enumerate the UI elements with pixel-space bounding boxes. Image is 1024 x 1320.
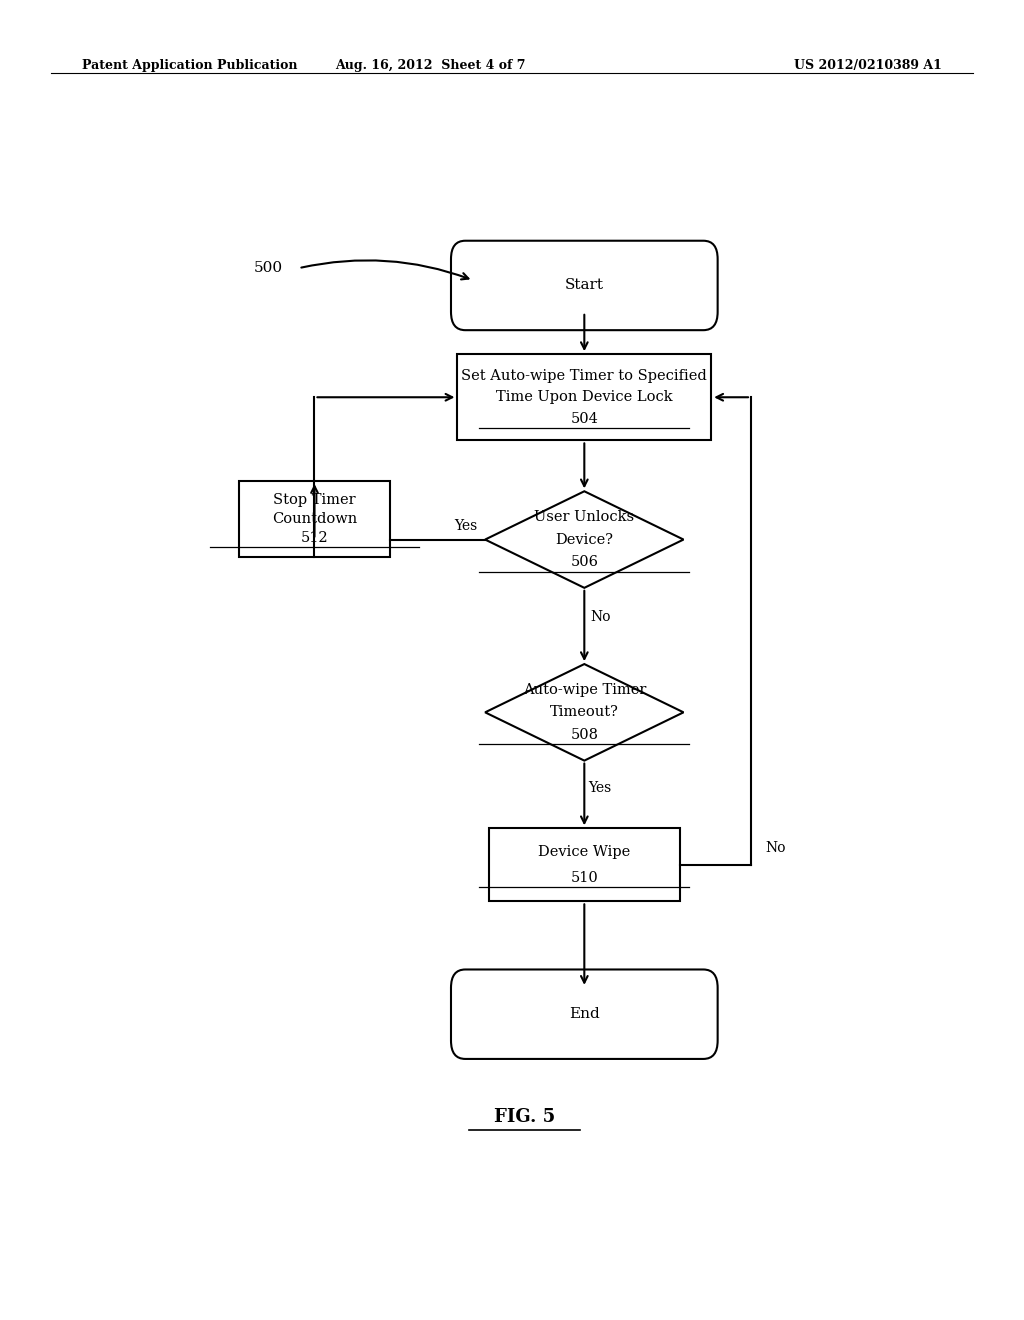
Text: Device?: Device? [555,532,613,546]
Text: Device Wipe: Device Wipe [539,845,631,859]
Text: 508: 508 [570,729,598,742]
Text: Timeout?: Timeout? [550,705,618,719]
Text: Yes: Yes [454,519,477,533]
Text: User Unlocks: User Unlocks [535,510,635,524]
FancyBboxPatch shape [451,969,718,1059]
Text: Time Upon Device Lock: Time Upon Device Lock [496,391,673,404]
Polygon shape [485,664,684,760]
Bar [458,354,712,441]
Text: Yes: Yes [589,781,611,795]
Bar [239,480,390,557]
Text: 504: 504 [570,412,598,426]
Text: Aug. 16, 2012  Sheet 4 of 7: Aug. 16, 2012 Sheet 4 of 7 [335,59,525,73]
Text: Patent Application Publication: Patent Application Publication [82,59,297,73]
Text: 512: 512 [301,531,329,545]
Text: Countdown: Countdown [271,512,357,527]
Text: Auto-wipe Timer: Auto-wipe Timer [522,682,646,697]
Text: 506: 506 [570,556,598,569]
Bar [489,828,680,902]
Text: FIG. 5: FIG. 5 [495,1107,555,1126]
Polygon shape [485,491,684,587]
Text: US 2012/0210389 A1: US 2012/0210389 A1 [795,59,942,73]
Text: No: No [765,841,785,854]
Text: Start: Start [565,279,604,293]
Text: 510: 510 [570,871,598,884]
Text: End: End [569,1007,600,1022]
FancyBboxPatch shape [451,240,718,330]
Text: Stop Timer: Stop Timer [273,494,355,507]
Text: 500: 500 [253,261,283,275]
Text: Set Auto-wipe Timer to Specified: Set Auto-wipe Timer to Specified [462,368,708,383]
Text: No: No [590,610,610,624]
